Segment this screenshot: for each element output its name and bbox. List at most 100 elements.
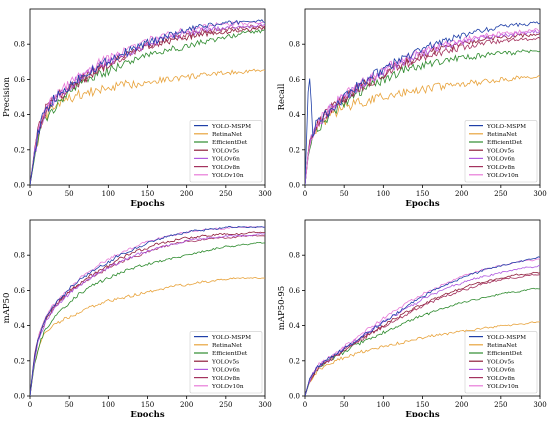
x-tick-label: 150 [416,401,429,409]
legend-label: YOLOv6n [486,368,515,374]
x-tick-label: 100 [102,190,115,198]
chart-panel-4: 0 50 100 150 200 250 300 0.0 0.2 0.4 0.6 0.8 Epochs m… [277,219,547,420]
x-tick-label: 250 [219,190,232,198]
y-tick-label: 0.0 [289,393,300,401]
y-tick-label: 0.2 [14,357,25,365]
y-tick-label: 0.8 [289,252,300,260]
x-axis-label: Epochs [405,199,439,209]
y-tick-label: 0.4 [289,322,301,330]
series-line-yolov8n [30,24,265,185]
series-line-yolov10n [305,28,540,185]
legend-label: RetinaNet [487,132,518,138]
x-axis-label: Epochs [130,410,164,417]
x-tick-label: 50 [340,401,349,409]
y-tick-label: 0.2 [289,357,300,365]
legend-label: YOLO-MSPM [486,124,526,130]
y-axis-label: mAP50 [2,293,12,324]
x-tick-label: 300 [258,190,271,198]
legend-label: YOLO-MSPM [211,335,251,341]
legend-label: YOLOv6n [486,157,515,163]
x-tick-label: 100 [377,190,390,198]
legend-label: YOLOv5s [211,359,239,365]
legend-label: YOLOv10n [211,173,244,179]
x-tick-label: 50 [340,190,349,198]
legend-label: YOLO-MSPM [211,124,251,130]
legend-label: YOLOv8n [211,376,240,382]
y-axis-label: Recall [277,83,287,110]
legend-label: EfficientDet [212,351,248,357]
y-tick-label: 0.8 [14,252,25,260]
x-tick-label: 200 [180,401,193,409]
x-tick-label: 50 [65,190,74,198]
legend-label: RetinaNet [212,343,243,349]
y-axis-label: mAP50-95 [277,286,287,330]
y-tick-label: 0.4 [14,111,26,119]
series-line-efficientdet [305,49,540,185]
legend-label: YOLOv8n [486,165,515,171]
y-tick-label: 0.2 [289,146,300,154]
y-tick-label: 0.6 [14,76,26,84]
chart-panel-2: 0 50 100 150 200 250 300 0.0 0.2 0.4 0.6 0.8 Epochs R… [277,8,547,209]
x-tick-label: 250 [494,190,507,198]
x-axis-label: Epochs [405,410,439,417]
x-tick-label: 100 [377,401,390,409]
series-line-efficientdet [305,287,540,396]
chart-panel-1: 0 50 100 150 200 250 300 0.0 0.2 0.4 0.6 0.8 Epochs P… [2,8,272,209]
y-tick-label: 0.8 [14,41,25,49]
legend-label: YOLOv8n [486,376,515,382]
legend-label: EfficientDet [212,140,248,146]
series-line-yolo-mspm [305,256,540,396]
series-line-yolo-mspm [30,225,265,396]
legend-label: RetinaNet [212,132,243,138]
x-tick-label: 150 [141,401,154,409]
x-tick-label: 0 [303,190,307,198]
y-tick-label: 0.4 [289,111,301,119]
series-line-yolo-mspm [30,19,265,185]
legend-label: YOLOv10n [486,173,519,179]
x-tick-label: 0 [303,401,307,409]
x-tick-label: 200 [180,190,193,198]
series-line-retinanet [30,277,265,396]
legend-label: YOLOv8n [211,165,240,171]
legend-label: EfficientDet [487,140,523,146]
x-tick-label: 50 [65,401,74,409]
y-tick-label: 0.6 [14,287,26,295]
x-tick-label: 100 [102,401,115,409]
legend-label: YOLOv10n [211,384,244,390]
y-tick-label: 0.6 [289,287,301,295]
x-axis-label: Epochs [130,199,164,209]
y-tick-label: 0.6 [289,76,301,84]
x-tick-label: 300 [258,401,271,409]
series-line-yolo-mspm [305,21,540,185]
x-tick-label: 150 [416,190,429,198]
y-tick-label: 0.0 [14,182,25,190]
legend-label: YOLOv5s [211,148,239,154]
x-tick-label: 300 [533,190,546,198]
y-tick-label: 0.4 [14,322,26,330]
y-tick-label: 0.2 [14,146,25,154]
y-tick-label: 0.0 [14,393,25,401]
series-line-retinanet [30,68,265,185]
series-line-yolov5s [305,271,540,396]
x-tick-label: 0 [28,190,32,198]
y-tick-label: 0.0 [289,182,300,190]
series-line-yolov8n [305,36,540,185]
x-tick-label: 0 [28,401,32,409]
series-line-yolov6n [30,233,265,396]
x-tick-label: 250 [494,401,507,409]
x-tick-label: 250 [219,401,232,409]
series-line-yolov6n [305,265,540,396]
series-line-retinanet [305,75,540,185]
x-tick-label: 300 [533,401,546,409]
y-axis-label: Precision [2,76,12,116]
x-tick-label: 150 [141,190,154,198]
legend-label: YOLOv10n [486,384,519,390]
series-line-efficientdet [30,241,265,396]
legend-label: YOLOv6n [211,157,240,163]
x-tick-label: 200 [455,401,468,409]
legend-label: YOLO-MSPM [486,335,526,341]
legend-label: YOLOv5s [486,359,514,365]
legend-label: YOLOv6n [211,368,240,374]
